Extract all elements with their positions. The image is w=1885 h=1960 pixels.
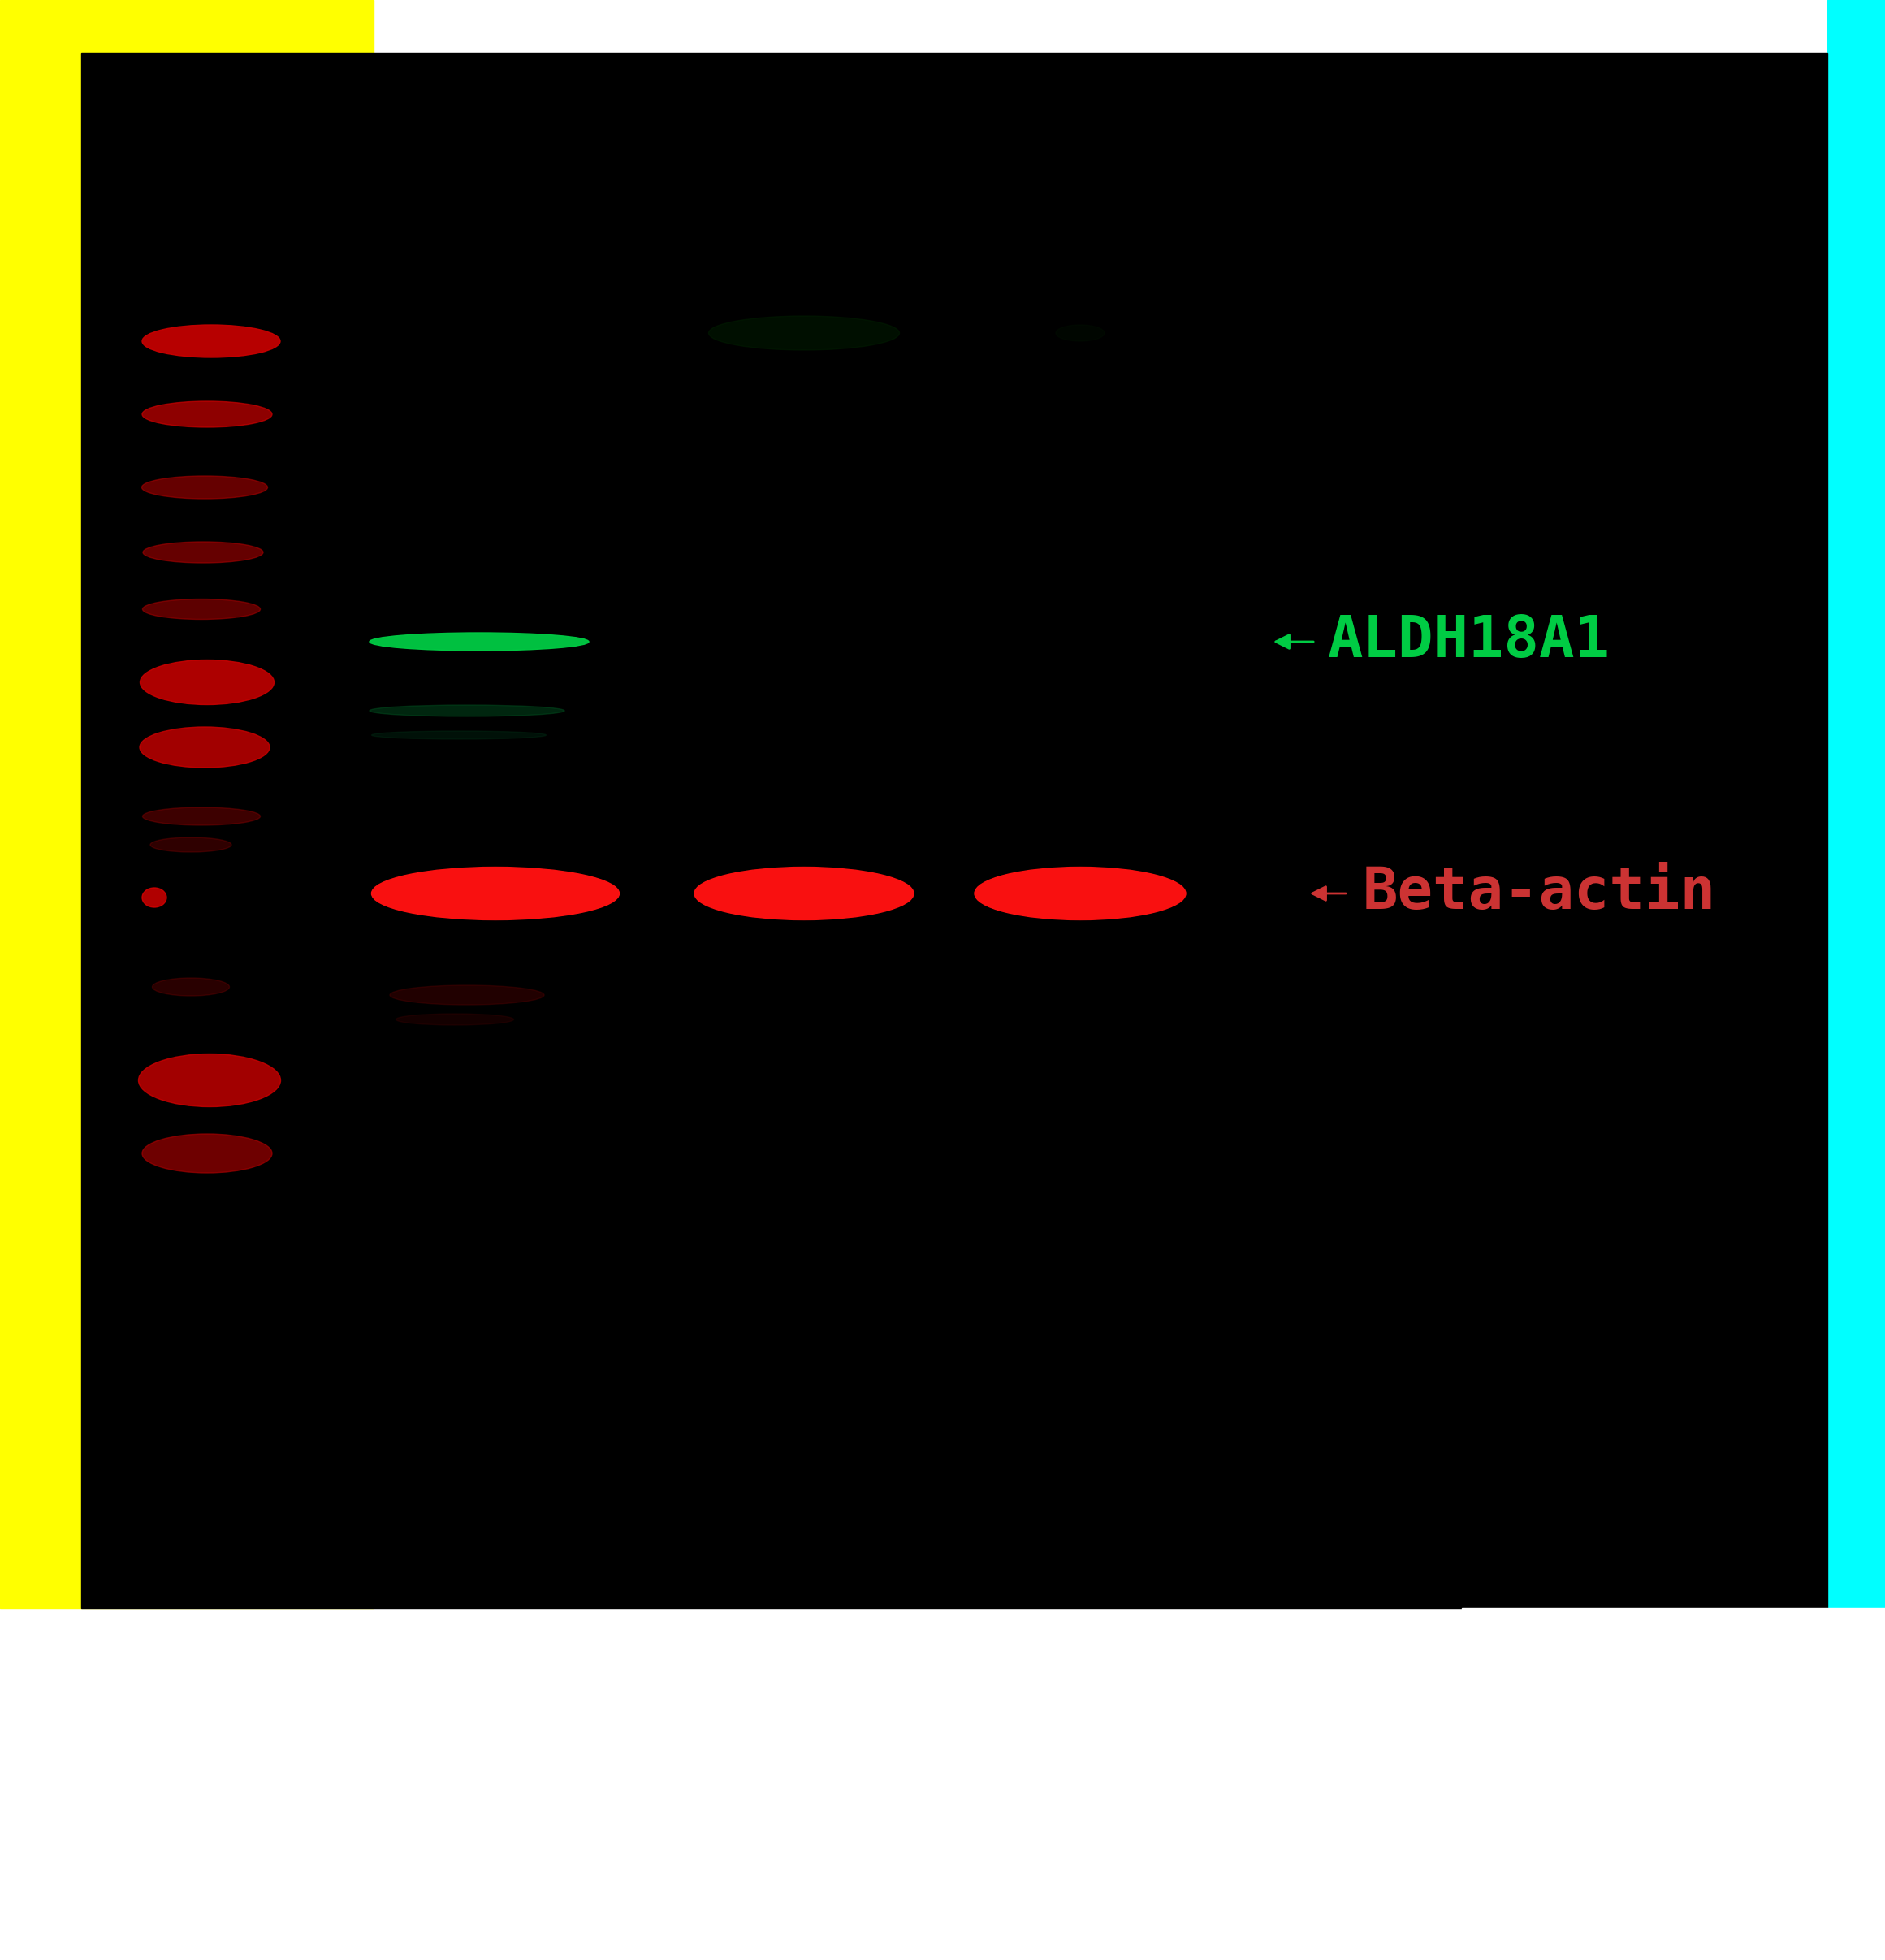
- Text: ALDH18A1: ALDH18A1: [1327, 613, 1610, 670]
- Ellipse shape: [390, 986, 545, 1005]
- Bar: [1827, 0, 1885, 1609]
- Ellipse shape: [141, 402, 271, 427]
- Ellipse shape: [141, 476, 268, 498]
- Ellipse shape: [141, 325, 281, 357]
- Bar: [81, 53, 1827, 1609]
- Ellipse shape: [153, 978, 230, 996]
- Bar: [0, 0, 373, 1609]
- Ellipse shape: [694, 866, 914, 919]
- Ellipse shape: [396, 1013, 515, 1025]
- Bar: [1463, 1609, 1885, 1960]
- Ellipse shape: [371, 731, 547, 739]
- Ellipse shape: [1056, 325, 1105, 341]
- Ellipse shape: [371, 866, 620, 919]
- Ellipse shape: [709, 316, 899, 351]
- Ellipse shape: [143, 808, 260, 825]
- Ellipse shape: [139, 661, 273, 706]
- Ellipse shape: [369, 633, 588, 651]
- Ellipse shape: [139, 727, 270, 768]
- Text: Beta-actin: Beta-actin: [1363, 866, 1715, 921]
- Ellipse shape: [138, 1054, 281, 1107]
- Ellipse shape: [975, 866, 1186, 919]
- Ellipse shape: [143, 600, 260, 619]
- Ellipse shape: [141, 1135, 271, 1172]
- Ellipse shape: [141, 888, 166, 907]
- Ellipse shape: [369, 706, 564, 717]
- Ellipse shape: [151, 837, 232, 853]
- Ellipse shape: [143, 541, 264, 563]
